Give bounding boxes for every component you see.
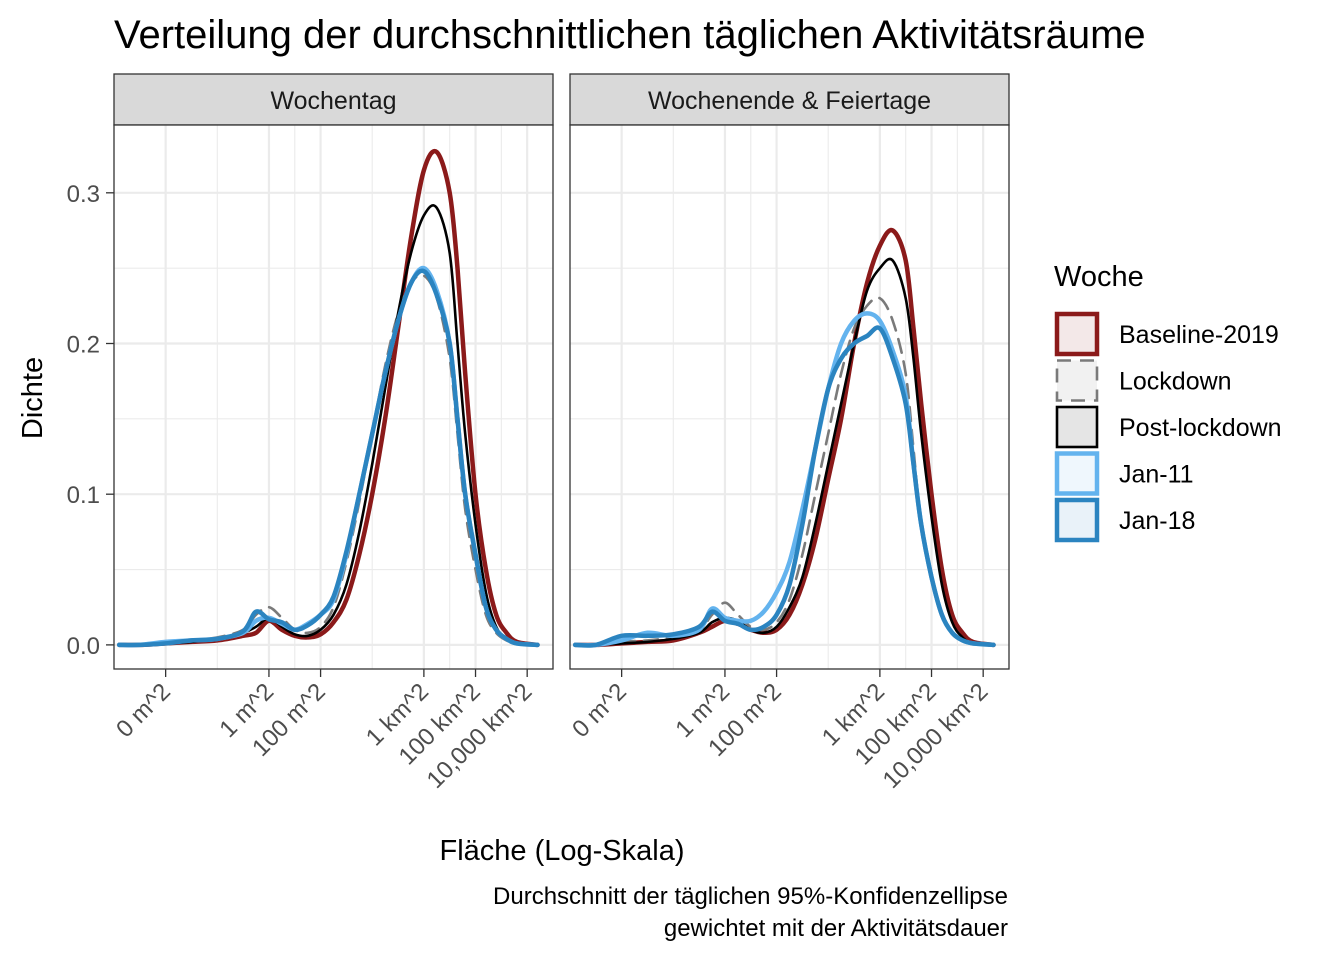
- legend-label: Jan-11: [1119, 461, 1194, 489]
- chart-title: Verteilung der durchschnittlichen täglic…: [114, 13, 1146, 57]
- legend-label: Lockdown: [1119, 368, 1232, 396]
- facet-strip: [113, 73, 554, 126]
- caption-line: gewichtet mit der Aktivitätsdauer: [664, 915, 1008, 942]
- caption-line: Durchschnitt der täglichen 95%-Konfidenz…: [493, 883, 1008, 910]
- y-axis-title: Dichte: [17, 357, 49, 439]
- legend-key: [1054, 451, 1100, 496]
- legend-item: Lockdown: [1055, 359, 1232, 402]
- legend: Woche Baseline-2019 Lockdown Post-lockdown…: [1054, 261, 1282, 543]
- legend-item: Post-lockdown: [1055, 405, 1282, 449]
- x-axis-title: Fläche (Log-Skala): [440, 835, 685, 867]
- legend-label: Post-lockdown: [1119, 414, 1282, 442]
- facet-label: Wochentag: [270, 87, 396, 115]
- series-line-jan-18: [116, 268, 540, 648]
- legend-key: [1055, 359, 1099, 402]
- x-tick-label: 0 m^2: [111, 678, 176, 743]
- legend-label: Baseline-2019: [1119, 321, 1279, 349]
- panel-border: [569, 124, 1010, 670]
- facet-strip: [569, 73, 1010, 126]
- y-tick-label: 0.0: [67, 633, 100, 660]
- legend-key: [1054, 497, 1100, 543]
- legend-item: Baseline-2019: [1054, 311, 1279, 357]
- facet-label: Wochenende & Feiertage: [648, 87, 931, 115]
- y-tick-label: 0.3: [67, 181, 100, 208]
- series-line-post-lockdown: [573, 257, 995, 647]
- series-line-jan-18: [572, 325, 996, 648]
- legend-item: Jan-11: [1054, 451, 1194, 496]
- series-line-baseline-2019: [116, 148, 540, 648]
- legend-key: [1055, 405, 1099, 449]
- x-tick-label: 0 m^2: [567, 678, 632, 743]
- y-tick-label: 0.2: [67, 332, 100, 359]
- panel-border: [113, 124, 554, 670]
- legend-item: Jan-18: [1054, 497, 1195, 543]
- legend-label: Jan-18: [1119, 507, 1195, 535]
- legend-key: [1054, 311, 1100, 357]
- legend-title: Woche: [1054, 261, 1144, 293]
- y-tick-label: 0.1: [67, 482, 100, 509]
